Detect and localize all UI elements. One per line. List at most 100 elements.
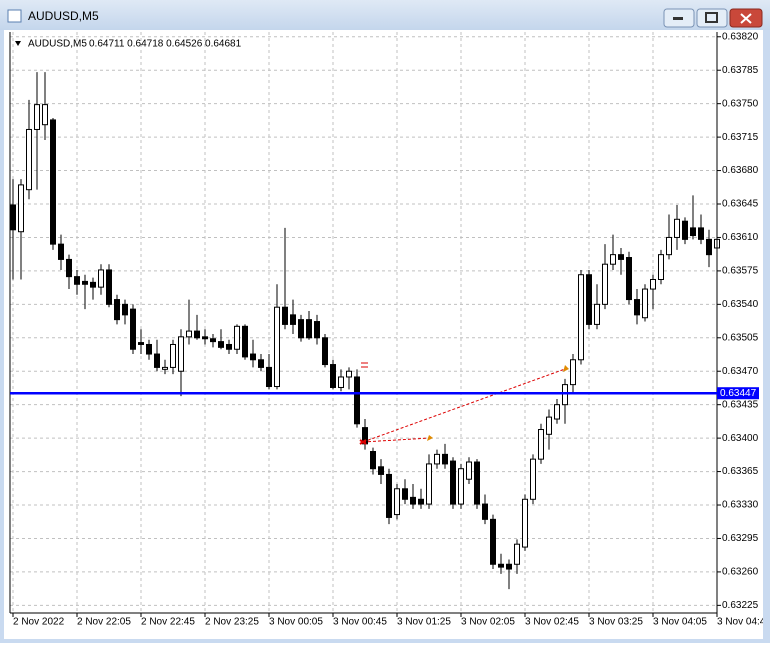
candle-body	[138, 342, 144, 345]
y-tick-label: 0.63715	[722, 132, 759, 143]
y-tick-label: 0.63470	[722, 366, 759, 377]
candle-body	[458, 468, 464, 505]
candle-body	[514, 543, 520, 565]
candle-body	[418, 498, 424, 505]
y-tick-label: 0.63435	[722, 399, 759, 410]
candle-body	[474, 461, 480, 505]
candle-body	[434, 453, 440, 465]
candle-body	[26, 128, 32, 191]
candle-body	[82, 280, 88, 285]
candle-body	[242, 325, 248, 358]
candle-body	[234, 325, 240, 350]
candle-body	[58, 243, 64, 260]
maximize-button[interactable]	[696, 8, 728, 28]
candle-body	[546, 416, 552, 435]
candle-body	[114, 299, 120, 321]
candle-body	[394, 488, 400, 516]
candle-body	[626, 257, 632, 301]
x-tick-label: 3 Nov 01:25	[397, 617, 451, 628]
candle-body	[98, 269, 104, 288]
y-tick-label: 0.63645	[722, 199, 759, 210]
candle-body	[386, 473, 392, 518]
x-tick-label: 3 Nov 00:05	[269, 617, 323, 628]
candle-body	[218, 341, 224, 348]
title-bar	[0, 0, 770, 30]
candle-body	[650, 278, 656, 290]
candle-body	[370, 451, 376, 470]
candle-body	[290, 314, 296, 325]
candle-body	[306, 319, 312, 339]
candle-body	[66, 258, 72, 278]
candle-body	[258, 359, 264, 368]
stop-marker	[361, 362, 368, 368]
candle-body	[594, 303, 600, 325]
candle-body	[450, 460, 456, 505]
y-tick-label: 0.63610	[722, 232, 759, 243]
candle-body	[90, 281, 96, 288]
x-tick-label: 3 Nov 03:25	[589, 617, 643, 628]
candle-body	[610, 254, 616, 265]
candle-body	[10, 204, 16, 231]
candle-body	[426, 463, 432, 505]
candle-body	[202, 336, 208, 340]
candle-body	[282, 306, 288, 325]
candle-body	[42, 104, 48, 126]
candle-body	[642, 288, 648, 319]
y-tick-label: 0.63400	[722, 433, 759, 444]
x-tick-label: 3 Nov 04:05	[653, 617, 707, 628]
x-tick-label: 3 Nov 02:45	[525, 617, 579, 628]
candle-body	[634, 299, 640, 316]
candle-body	[442, 453, 448, 465]
candle-body	[586, 274, 592, 325]
candle-body	[522, 498, 528, 548]
candle-body	[130, 308, 136, 350]
menu-triangle[interactable]	[15, 41, 21, 46]
candle-body	[402, 488, 408, 500]
y-tick-label: 0.63750	[722, 98, 759, 109]
plot: 0.63820 0.63785 0.63750 0.63715 0.63680 0.636…	[10, 31, 770, 628]
x-tick-label: 2 Nov 22:05	[77, 617, 131, 628]
candle-body	[530, 458, 536, 500]
y-tick-label: 0.63365	[722, 466, 759, 477]
candle-body	[274, 306, 280, 388]
candle-body	[570, 359, 576, 386]
window-icon	[7, 9, 22, 23]
candle-body	[690, 227, 696, 237]
candle-body	[106, 269, 112, 305]
y-tick-label: 0.63295	[722, 533, 759, 544]
candle-body	[226, 343, 232, 350]
candle-body	[698, 227, 704, 240]
candle-body	[250, 353, 256, 361]
candle-body	[146, 343, 152, 355]
candle-body	[34, 104, 40, 130]
ohlc-header: 0.64711 0.64718 0.64526 0.64681	[89, 39, 242, 50]
candle-body	[210, 338, 216, 343]
candle-body	[74, 276, 80, 285]
candle-body	[122, 303, 128, 316]
chart-panel	[4, 30, 763, 639]
x-tick-label: 3 Nov 04:45	[717, 617, 770, 628]
window-title: AUDUSD,M5	[28, 9, 99, 23]
y-tick-label: 0.63505	[722, 332, 759, 343]
candle-body	[314, 321, 320, 339]
candle-body	[346, 370, 352, 378]
candle-body	[178, 336, 184, 372]
candle-body	[410, 496, 416, 505]
x-tick-label: 2 Nov 23:25	[205, 617, 259, 628]
candle-body	[506, 563, 512, 570]
candle-body	[682, 220, 688, 240]
candle-body	[162, 366, 168, 370]
candle-body	[658, 254, 664, 280]
candle-body	[170, 343, 176, 368]
candle-body	[482, 503, 488, 520]
trade-entry	[359, 439, 367, 445]
candle-body	[378, 466, 384, 475]
candle-body	[602, 263, 608, 305]
x-tick-label: 2 Nov 2022	[13, 617, 65, 628]
y-tick-label: 0.63225	[722, 600, 759, 611]
x-tick-label: 3 Nov 02:05	[461, 617, 515, 628]
maximize-icon	[705, 12, 718, 23]
candle-body	[490, 518, 496, 565]
y-tick-label: 0.63540	[722, 299, 759, 310]
candle-body	[154, 353, 160, 368]
